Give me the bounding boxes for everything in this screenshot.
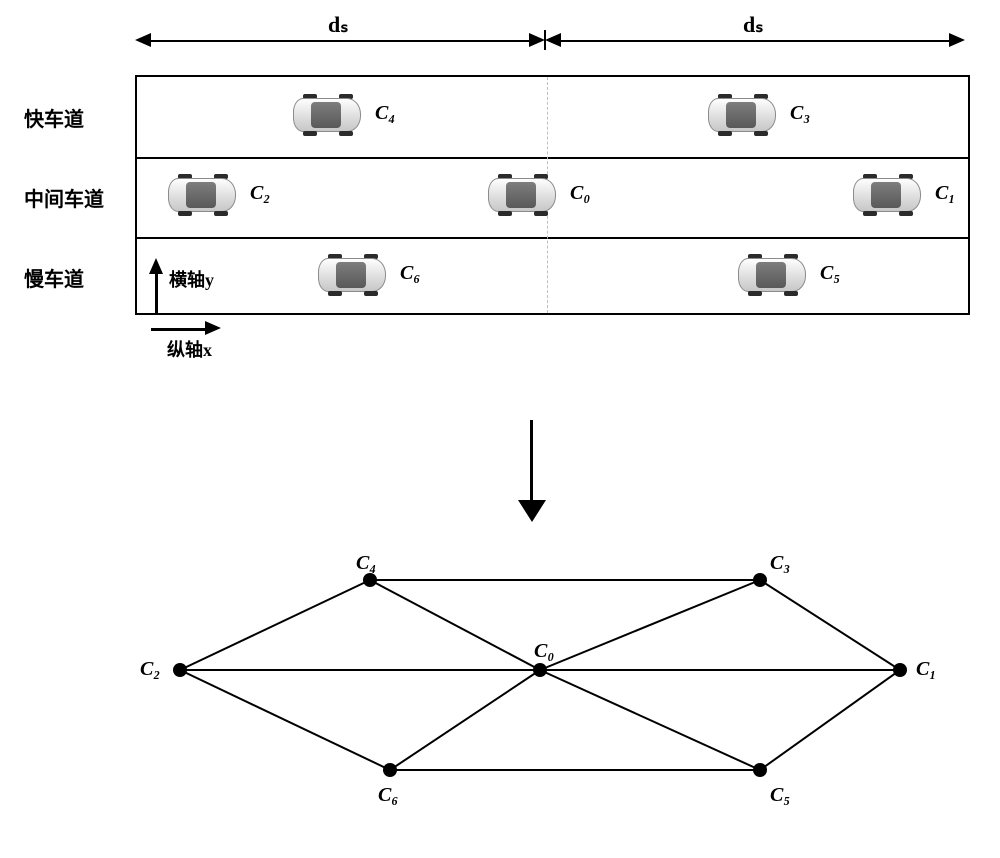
graph-node-label-C0: C₀ [534, 640, 554, 663]
graph-node-label-C1: C₁ [916, 658, 936, 681]
graph-node-C2 [173, 663, 187, 677]
graph-node-label-C5: C₅ [770, 784, 790, 807]
graph-node-C6 [383, 763, 397, 777]
graph-node-label-C6: C₆ [378, 784, 398, 807]
graph-node-C4 [363, 573, 377, 587]
graph-node-label-C2: C₂ [140, 658, 160, 681]
graph-node-C0 [533, 663, 547, 677]
graph-node-C1 [893, 663, 907, 677]
graph-node-label-C4: C₄ [356, 552, 376, 575]
graph-edges [20, 20, 960, 830]
graph-node-C3 [753, 573, 767, 587]
graph-node-label-C3: C₃ [770, 552, 790, 575]
graph-node-C5 [753, 763, 767, 777]
